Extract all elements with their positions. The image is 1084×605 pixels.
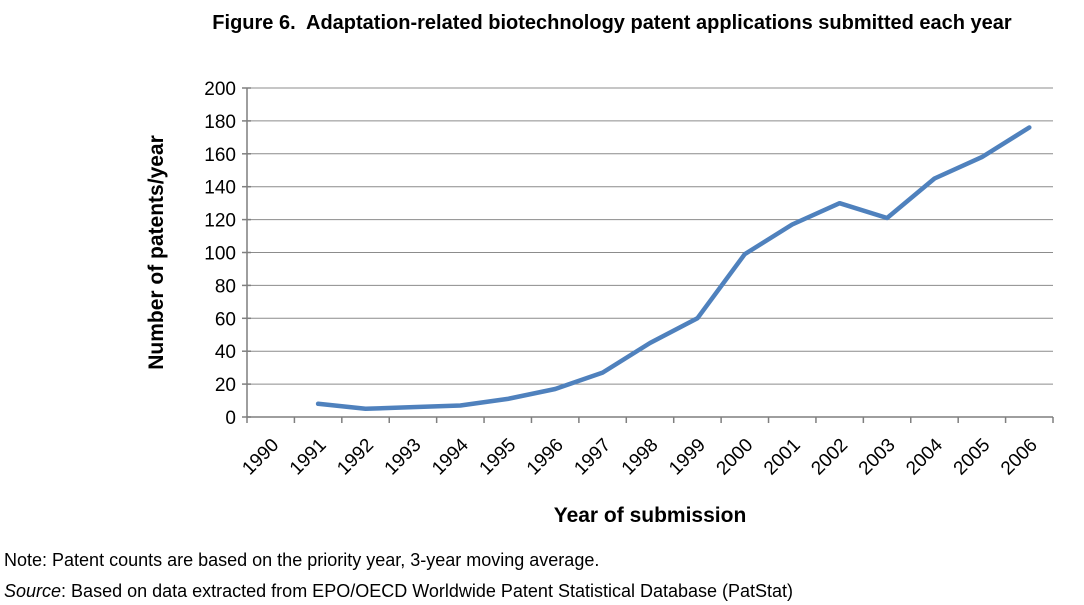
- source-text: Source: Based on data extracted from EPO…: [4, 580, 793, 602]
- y-axis-tick-label: 40: [215, 342, 236, 363]
- y-axis-tick-label: 100: [204, 244, 236, 265]
- note-text: Note: Patent counts are based on the pri…: [4, 549, 599, 571]
- x-axis-tick-label: 1999: [665, 435, 710, 480]
- x-axis-tick-label: 1992: [333, 435, 378, 480]
- x-axis-tick-label: 2005: [950, 435, 995, 480]
- x-axis-tick-label: 1991: [286, 435, 331, 480]
- x-axis-tick-label: 1997: [570, 435, 615, 480]
- source-label: Source: [4, 581, 62, 601]
- x-axis-tick-label: 2004: [902, 434, 947, 479]
- x-axis-tick-label: 2003: [855, 435, 900, 480]
- y-axis-tick-label: 20: [215, 375, 236, 396]
- y-axis-tick-label: 120: [204, 211, 236, 232]
- y-axis-tick-label: 160: [204, 145, 236, 166]
- note-label-text: Note: Patent counts are based on the pri…: [4, 550, 600, 570]
- x-axis-tick-label: 1996: [523, 435, 568, 480]
- x-axis-tick-label: 2000: [713, 435, 758, 480]
- chart-title: Figure 6. Adaptation-related biotechnolo…: [212, 12, 1012, 34]
- x-axis-tick-label: 1994: [428, 434, 473, 479]
- data-line: [315, 125, 1032, 412]
- x-axis-title: Year of submission: [554, 504, 747, 527]
- y-axis-tick-label: 200: [204, 79, 236, 100]
- y-axis-tick-label: 140: [204, 178, 236, 199]
- x-axis-tick-label: 1990: [238, 435, 283, 480]
- y-axis-tick-label: 180: [204, 112, 236, 133]
- x-axis-tick-label: 2006: [997, 435, 1042, 480]
- y-axis-title: Number of patents/year: [145, 135, 168, 370]
- x-axis-tick-label: 1993: [381, 435, 426, 480]
- y-axis-tick-label: 80: [215, 276, 236, 297]
- x-axis-tick-label: 1998: [618, 435, 663, 480]
- y-axis-tick-label: 0: [225, 408, 236, 429]
- x-axis-tick-label: 2001: [760, 435, 805, 480]
- y-axis-tick-label: 60: [215, 309, 236, 330]
- x-axis-tick-label: 2002: [807, 435, 852, 480]
- x-axis-tick-label: 1995: [476, 435, 521, 480]
- source-rest: : Based on data extracted from EPO/OECD …: [61, 581, 794, 601]
